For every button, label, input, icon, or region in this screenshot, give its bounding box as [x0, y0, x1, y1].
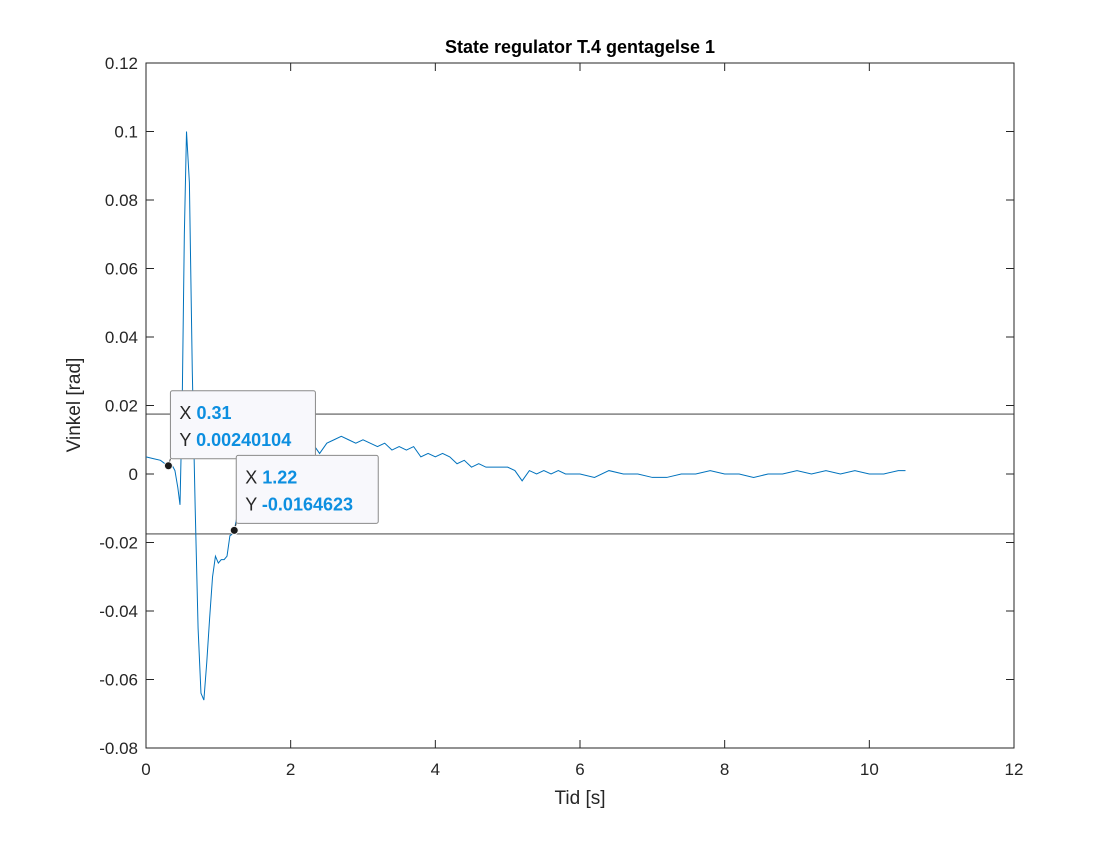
datatip-marker[interactable]	[163, 461, 173, 471]
x-axis-title: Tid [s]	[554, 788, 605, 809]
datatip-1[interactable]: X 0.31Y 0.00240104	[163, 390, 316, 471]
y-tick-label: 0.12	[105, 54, 138, 73]
y-tick-label: -0.06	[99, 671, 138, 690]
chart-title: State regulator T.4 gentagelse 1	[445, 37, 715, 57]
y-tick-label: -0.02	[99, 534, 138, 553]
y-tick-label: 0.04	[105, 328, 138, 347]
datatip-marker[interactable]	[229, 525, 239, 535]
y-tick-label: 0.06	[105, 260, 138, 279]
datatip-x-label: X	[179, 403, 196, 423]
x-tick-label: 10	[860, 760, 879, 779]
axis-ticks: 0 2 4 6 8 10 12 -0.08 -0.06 -0.04 -0.02 0 0.02 0.04 0.…	[99, 54, 1023, 779]
datatip-x-value: 0.31	[196, 403, 231, 423]
datatip-box	[235, 454, 379, 524]
datatip-y-value: -0.0164623	[262, 494, 353, 514]
datatip-x-row: X 1.22	[245, 467, 297, 487]
x-tick-label: 8	[720, 760, 729, 779]
y-tick-label: 0.08	[105, 191, 138, 210]
y-tick-label: -0.04	[99, 602, 138, 621]
x-tick-label: 12	[1005, 760, 1024, 779]
datatip-y-row: Y -0.0164623	[245, 494, 353, 514]
series-layer	[145, 131, 906, 701]
x-tick-label: 0	[141, 760, 150, 779]
y-tick-label: 0.1	[114, 123, 138, 142]
datatip-y-label: Y	[179, 430, 196, 450]
datatip-y-row: Y 0.00240104	[179, 430, 291, 450]
y-tick-label: 0	[129, 465, 138, 484]
datatip-y-value: 0.00240104	[196, 430, 291, 450]
datatip-x-value: 1.22	[262, 467, 297, 487]
x-tick-label: 2	[286, 760, 295, 779]
x-tick-label: 6	[575, 760, 584, 779]
y-tick-label: 0.02	[105, 397, 138, 416]
datatip-x-label: X	[245, 467, 262, 487]
y-axis-title: Vinkel [rad]	[64, 358, 85, 453]
series-line-1	[145, 131, 906, 701]
datatip-y-label: Y	[245, 494, 262, 514]
datatip-x-row: X 0.31	[179, 403, 231, 423]
datatip-2[interactable]: X 1.22Y -0.0164623	[229, 454, 379, 535]
y-tick-label: -0.08	[99, 739, 138, 758]
x-tick-label: 4	[431, 760, 440, 779]
